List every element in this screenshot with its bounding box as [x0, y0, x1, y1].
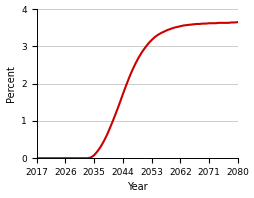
X-axis label: Year: Year [126, 182, 147, 192]
Y-axis label: Percent: Percent [6, 65, 15, 102]
